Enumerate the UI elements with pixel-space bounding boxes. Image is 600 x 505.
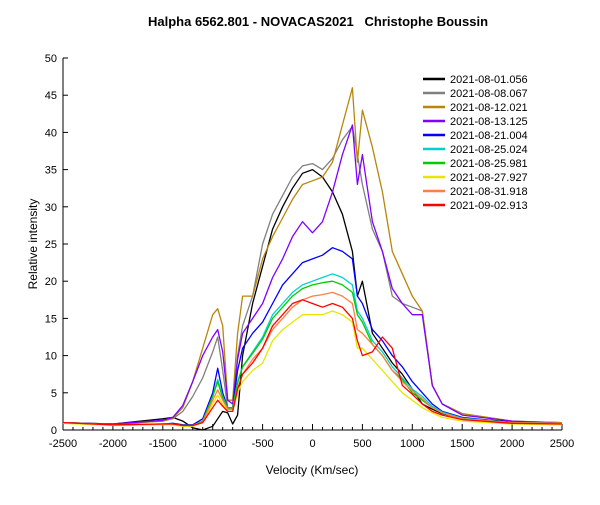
series-line-2021-08-31.918 [62, 291, 563, 427]
legend-label: 2021-08-25.024 [450, 144, 528, 156]
series-line-2021-08-08.067 [62, 125, 563, 425]
axes: -2500 -2000 -1500 -1000 -500 0 500 1000 1500 2000… [45, 53, 574, 450]
series-line-2021-09-02.913 [62, 299, 563, 427]
legend-label: 2021-08-01.056 [450, 74, 528, 86]
series-lines [62, 87, 563, 431]
legend: 2021-08-01.056 2021-08-08.067 2021-08-12.0… [423, 74, 528, 212]
series-line-2021-08-12.021 [62, 87, 563, 425]
x-tick-label: 0 [309, 438, 315, 450]
x-tick-label: -2500 [49, 438, 77, 450]
y-axis-label: Relative intensity [26, 199, 40, 290]
x-axis-label: Velocity (Km/sec) [266, 463, 359, 477]
series-line-2021-08-13.125 [62, 124, 563, 425]
x-tick-label: -1000 [199, 438, 227, 450]
y-tick-label: 25 [45, 239, 57, 251]
legend-label: 2021-08-12.021 [450, 102, 528, 114]
y-tick-label: 0 [51, 425, 57, 437]
series-line-2021-08-27.927 [62, 310, 563, 427]
x-tick-label: -2000 [99, 438, 127, 450]
y-tick-label: 50 [45, 53, 57, 65]
y-tick-label: 30 [45, 202, 57, 214]
legend-label: 2021-08-21.004 [450, 130, 528, 142]
x-tick-label: 1500 [450, 438, 474, 450]
x-tick-label: 500 [353, 438, 371, 450]
y-tick-label: 10 [45, 351, 57, 363]
x-tick-label: 2500 [550, 438, 574, 450]
legend-label: 2021-08-27.927 [450, 172, 528, 184]
legend-label: 2021-08-08.067 [450, 88, 528, 100]
y-tick-label: 5 [51, 388, 57, 400]
x-tick-label: 2000 [500, 438, 524, 450]
y-tick-label: 40 [45, 127, 57, 139]
x-tick-label: -500 [252, 438, 274, 450]
y-tick-label: 35 [45, 165, 57, 177]
series-line-2021-08-21.004 [62, 247, 563, 426]
y-tick-label: 15 [45, 313, 57, 325]
legend-label: 2021-08-25.981 [450, 158, 528, 170]
legend-label: 2021-08-31.918 [450, 186, 528, 198]
y-tick-label: 45 [45, 90, 57, 102]
y-tick-label: 20 [45, 276, 57, 288]
legend-label: 2021-08-13.125 [450, 116, 528, 128]
legend-label: 2021-09-02.913 [450, 200, 528, 212]
x-tick-label: -1500 [149, 438, 177, 450]
chart-title: Halpha 6562.801 - NOVACAS2021 Christophe… [148, 14, 488, 29]
x-tick-label: 1000 [400, 438, 424, 450]
